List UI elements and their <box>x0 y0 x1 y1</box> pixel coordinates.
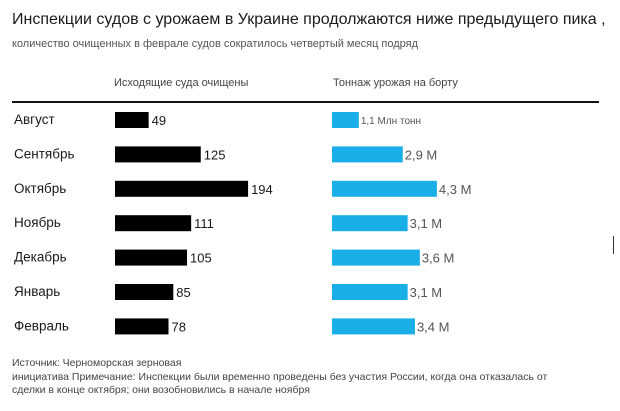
tonnage-value-label: 3,1 М <box>410 216 443 231</box>
category-label: Декабрь <box>14 250 67 265</box>
source-line-2: инициатива Примечание: Инспекции были вр… <box>12 370 548 383</box>
tonnage-bar <box>332 112 359 128</box>
chart-title: Инспекции судов с урожаем в Украине прод… <box>12 11 606 28</box>
header-rule <box>12 101 599 103</box>
vessels-bar <box>115 249 188 266</box>
tonnage-value-label: 3,1 М <box>410 285 443 300</box>
chart-subtitle: количество очищенных в феврале судов сок… <box>12 38 419 50</box>
tonnage-value-label: 3,4 М <box>417 319 450 334</box>
vessels-value-label: 105 <box>190 251 212 266</box>
category-label: Ноябрь <box>14 215 61 230</box>
tonnage-value-label: 3,6 М <box>422 251 455 266</box>
vessels-bar <box>115 180 249 197</box>
category-label: Октябрь <box>14 181 66 196</box>
tonnage-value-label: 2,9 М <box>405 147 438 162</box>
tonnage-value-label: 4,3 М <box>439 182 472 197</box>
category-label: Январь <box>14 284 60 299</box>
tonnage-value-label: 1,1 Млн тонн <box>361 116 421 127</box>
column-header-tonnage: Тоннаж урожая на борту <box>333 77 458 89</box>
vessels-value-label: 85 <box>176 285 190 300</box>
tonnage-bar <box>332 215 408 232</box>
vessels-value-label: 125 <box>204 147 226 162</box>
tonnage-bar <box>332 180 437 197</box>
tonnage-bar <box>332 284 408 300</box>
vessels-value-label: 49 <box>152 113 166 128</box>
tonnage-bar <box>332 249 420 266</box>
vessels-bar <box>115 112 149 128</box>
category-label: Август <box>14 112 55 127</box>
source-line-1: Источник: Черноморская зерновая <box>12 357 182 369</box>
tonnage-bar <box>332 318 415 335</box>
vessels-value-label: 111 <box>194 216 214 231</box>
edge-artifact <box>613 236 617 254</box>
vessels-bar <box>115 215 192 232</box>
column-header-vessels: Исходящие суда очищены <box>114 77 249 89</box>
category-label: Сентябрь <box>14 146 74 161</box>
vessels-bar <box>115 146 201 163</box>
tonnage-bar <box>332 146 403 163</box>
vessels-bar <box>115 318 169 335</box>
source-note: Источник: Черноморская зерновая инициати… <box>12 357 612 398</box>
vessels-bar <box>115 284 174 300</box>
category-label: Февраль <box>14 318 69 333</box>
source-line-3: сделки в конце октября; они возобновилис… <box>12 384 310 396</box>
vessels-value-label: 78 <box>172 319 186 334</box>
vessels-value-label: 194 <box>251 182 273 197</box>
